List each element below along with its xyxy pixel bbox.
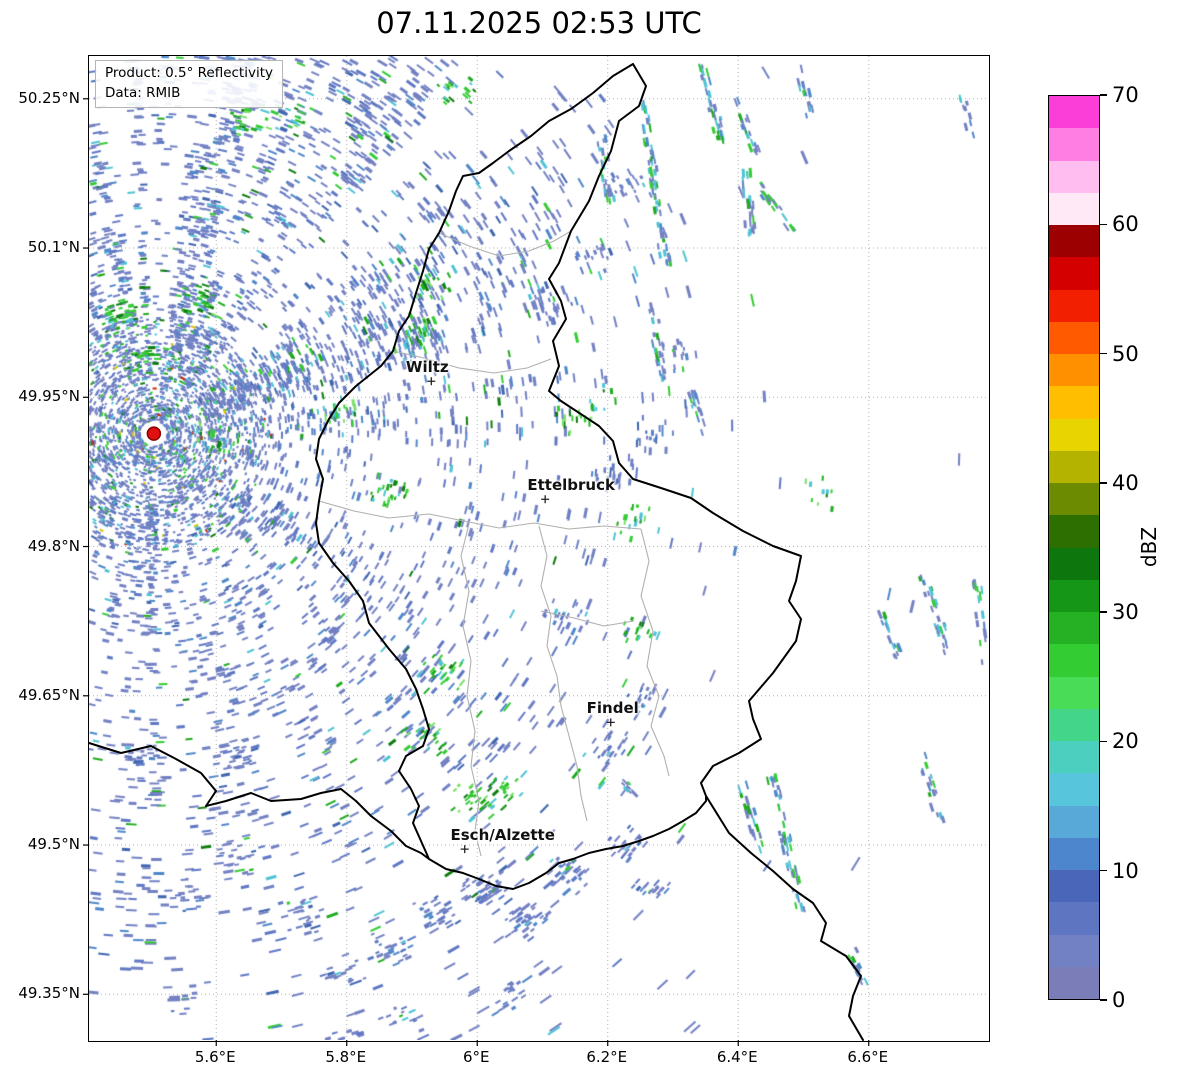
x-axis-tick-label: 6°E (462, 1048, 490, 1066)
map-plot-area: Product: 0.5° Reflectivity Data: RMIB Wi… (83, 55, 990, 1046)
y-axis-tick-label: 49.65°N (18, 685, 80, 704)
colorbar-step (1049, 708, 1099, 741)
colorbar-step (1049, 225, 1099, 258)
colorbar-step (1049, 934, 1099, 967)
city-marker-icon (606, 718, 615, 727)
plot-title: 07.11.2025 02:53 UTC (376, 6, 702, 40)
colorbar-step (1049, 354, 1099, 387)
colorbar-tick-label: 30 (1112, 600, 1139, 625)
colorbar-step (1049, 386, 1099, 419)
city-marker-icon (427, 377, 436, 386)
y-axis-tick-label: 50.25°N (18, 88, 80, 107)
x-axis-tick-label: 5.8°E (325, 1048, 367, 1066)
city-marker-icon (541, 495, 550, 504)
colorbar-tick-mark (1100, 999, 1107, 1001)
city-label: Ettelbruck (527, 476, 615, 495)
colorbar-tick-mark (1100, 223, 1107, 225)
colorbar-step (1049, 418, 1099, 451)
colorbar-step (1049, 773, 1099, 806)
colorbar-step (1049, 741, 1099, 774)
x-axis-tick-label: 5.6°E (194, 1048, 236, 1066)
product-line: Product: 0.5° Reflectivity (105, 65, 273, 81)
colorbar-tick-mark (1100, 611, 1107, 613)
colorbar-tick-label: 40 (1112, 470, 1139, 495)
y-axis-tick-label: 49.5°N (27, 835, 80, 854)
city-label: Wiltz (405, 358, 449, 377)
colorbar-tick-mark (1100, 482, 1107, 484)
colorbar-step (1049, 483, 1099, 516)
colorbar-step (1049, 805, 1099, 838)
colorbar-step (1049, 257, 1099, 290)
colorbar-step (1049, 160, 1099, 193)
product-info-box: Product: 0.5° Reflectivity Data: RMIB (95, 60, 283, 109)
colorbar-tick-label: 70 (1112, 83, 1139, 107)
colorbar-step (1049, 321, 1099, 354)
colorbar (1048, 95, 1100, 1000)
colorbar-tick-label: 60 (1112, 212, 1139, 237)
colorbar-tick-mark (1100, 94, 1107, 96)
colorbar-step (1049, 902, 1099, 935)
city-label: Esch/Alzette (450, 826, 555, 845)
colorbar-step (1049, 676, 1099, 709)
colorbar-step (1049, 547, 1099, 580)
y-axis-tick-label: 49.35°N (18, 984, 80, 1003)
colorbar-tick-label: 10 (1112, 858, 1139, 883)
colorbar-axis-label: dBZ (1137, 526, 1161, 568)
x-axis-tick-label: 6.4°E (716, 1048, 758, 1066)
colorbar-step (1049, 837, 1099, 870)
colorbar-tick-mark (1100, 870, 1107, 872)
colorbar-step (1049, 515, 1099, 548)
colorbar-step (1049, 192, 1099, 225)
y-axis-tick-label: 50.1°N (27, 238, 80, 257)
colorbar-step (1049, 966, 1099, 999)
colorbar-step (1049, 644, 1099, 677)
radar-site-marker (146, 426, 162, 441)
city-label: Findel (586, 699, 639, 718)
colorbar-step (1049, 96, 1099, 129)
data-source-line: Data: RMIB (105, 84, 181, 101)
y-axis-tick-label: 49.8°N (27, 536, 80, 555)
colorbar-step (1049, 870, 1099, 903)
radar-echo-canvas (89, 56, 988, 1040)
country-borders (88, 63, 864, 1041)
colorbar-step (1049, 579, 1099, 612)
colorbar-tick-mark (1100, 740, 1107, 743)
colorbar-step (1049, 289, 1099, 322)
colorbar-tick-label: 0 (1112, 988, 1126, 1012)
x-axis-tick-label: 6.2°E (586, 1048, 628, 1066)
colorbar-step (1049, 612, 1099, 645)
map-overlay-svg (83, 56, 988, 1046)
colorbar-step (1049, 128, 1099, 161)
internal-district-borders (318, 230, 670, 857)
city-marker-icon (460, 845, 469, 854)
x-axis-tick-label: 6.6°E (847, 1048, 889, 1066)
y-axis-tick-label: 49.95°N (18, 387, 80, 406)
colorbar-step (1049, 450, 1099, 483)
colorbar-tick-mark (1100, 352, 1107, 355)
colorbar-tick-label: 50 (1112, 341, 1139, 366)
colorbar-tick-label: 20 (1112, 729, 1139, 754)
